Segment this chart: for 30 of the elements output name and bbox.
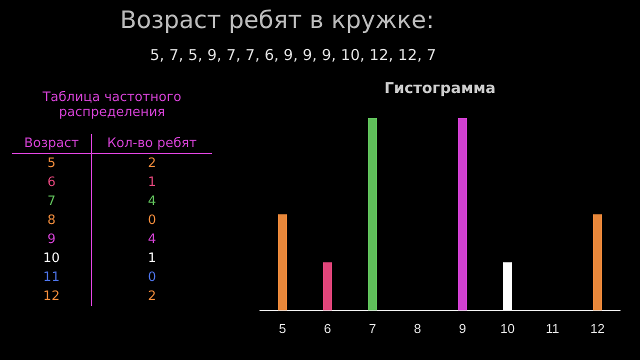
x-tick-label: 5 <box>278 320 286 336</box>
text: 2 <box>146 155 158 173</box>
category-label: 10 <box>43 251 60 266</box>
category-label: 7 <box>47 194 56 209</box>
text: Таблица частотного распределения <box>42 90 182 120</box>
x-tick-label: 10 <box>500 320 515 336</box>
x-tick-label: 7 <box>368 320 376 336</box>
chart-title: Гистограмма <box>384 78 496 97</box>
category-label: 8 <box>47 213 56 228</box>
category-label: 11 <box>43 270 60 285</box>
category-label: 6 <box>47 175 56 190</box>
category-label: 12 <box>43 289 60 304</box>
text: Возраст <box>12 134 92 154</box>
text: 4 <box>146 231 158 249</box>
text: 1 <box>146 174 158 192</box>
text: Кол-во ребят <box>91 134 212 154</box>
chart-subtitle: 5, 7, 5, 9, 7, 7, 6, 9, 9, 9, 10, 12, 12, 7 <box>150 46 436 64</box>
category-label: 9 <box>47 232 56 247</box>
x-tick-label: 8 <box>414 320 422 336</box>
x-tick-label: 11 <box>546 320 560 336</box>
text: 1 <box>146 250 158 268</box>
text: 4 <box>146 193 158 211</box>
x-tick-label: 9 <box>458 320 466 336</box>
text: 0 <box>146 212 158 230</box>
text: 2 <box>146 288 158 306</box>
x-tick-label: 12 <box>590 320 605 336</box>
text: Возраст ребят в кружке: <box>120 6 434 34</box>
category-label: 5 <box>47 156 56 171</box>
text: 0 <box>146 269 158 287</box>
x-tick-label: 6 <box>324 320 332 336</box>
